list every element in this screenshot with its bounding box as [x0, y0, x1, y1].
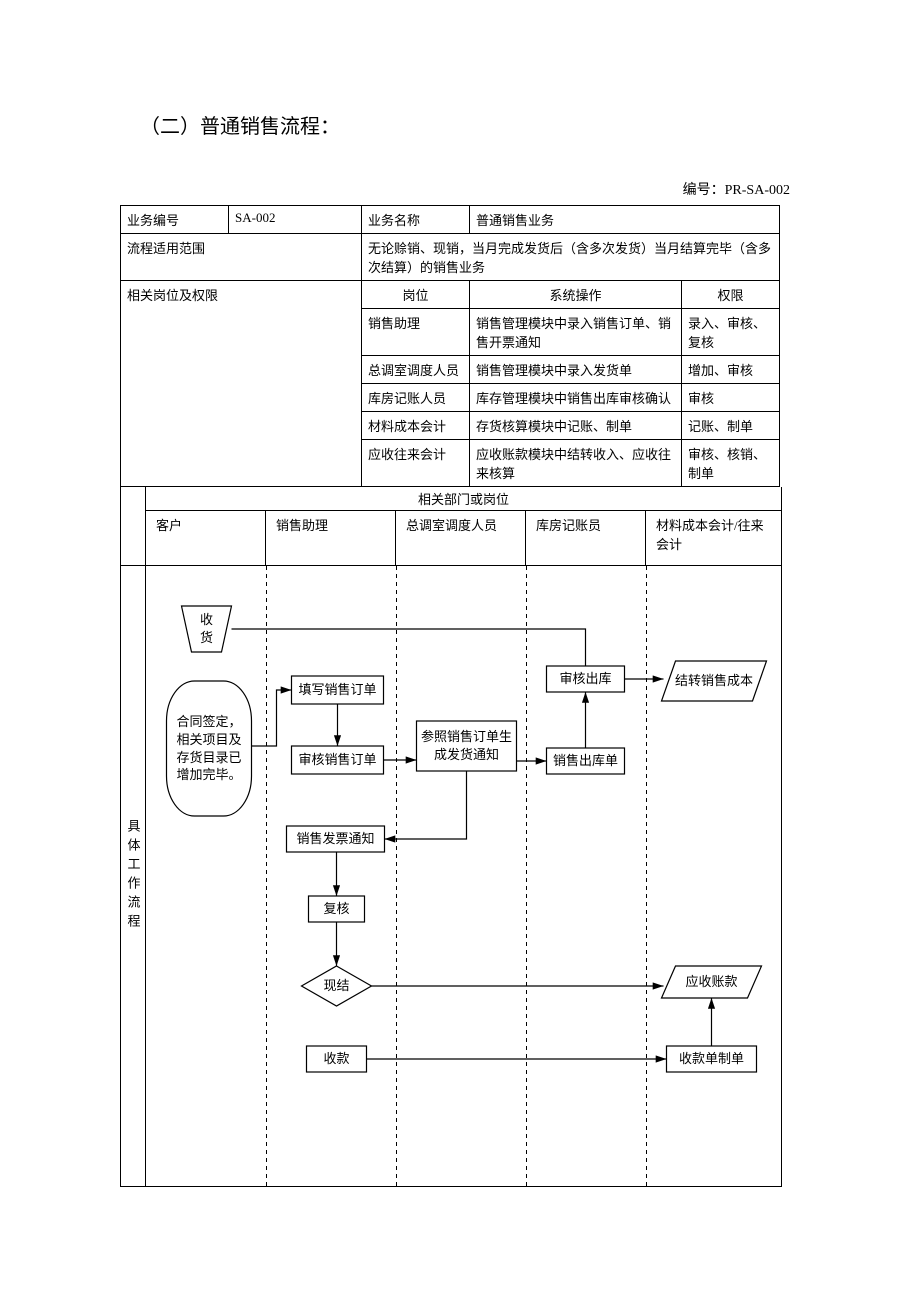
lane-head-warehouse: 库房记账员	[526, 511, 646, 565]
flow-node-receive: 收 货	[182, 606, 232, 652]
lane-head-sales: 销售助理	[266, 511, 396, 565]
flow-node-contract: 合同签定，相关项目及存货目录已增加完毕。	[167, 681, 252, 816]
flow-node-ship-notice: 参照销售订单生成发货通知	[417, 721, 517, 771]
biz-name-label: 业务名称	[362, 206, 470, 234]
section-title: （二）普通销售流程：	[140, 110, 800, 139]
perm-cell: 审核、核销、制单	[682, 440, 780, 487]
biz-name: 普通销售业务	[470, 206, 780, 234]
flow-node-cost: 结转销售成本	[662, 661, 767, 701]
lane-head-customer: 客户	[146, 511, 266, 565]
meta-table: 业务编号 SA-002 业务名称 普通销售业务 流程适用范围 无论赊销、现销，当…	[120, 205, 780, 487]
scope-label: 流程适用范围	[121, 234, 362, 281]
flow-node-settle: 现结	[302, 966, 372, 1006]
role-cell: 库房记账人员	[362, 384, 470, 412]
op-cell: 销售管理模块中录入发货单	[470, 356, 682, 384]
doc-id: 编号：PR-SA-002	[120, 179, 790, 199]
perm-cell: 录入、审核、复核	[682, 309, 780, 356]
role-cell: 应收往来会计	[362, 440, 470, 487]
col-role: 岗位	[362, 281, 470, 309]
flow-node-out-order: 销售出库单	[547, 748, 625, 774]
roles-label: 相关岗位及权限	[121, 281, 362, 487]
flow-node-invoice-notice: 销售发票通知	[287, 826, 385, 852]
lane-head-dispatch: 总调室调度人员	[396, 511, 526, 565]
lanes-title: 相关部门或岗位	[146, 487, 781, 511]
doc-id-value: PR-SA-002	[725, 183, 790, 198]
flow-container: 相关部门或岗位 客户 销售助理 总调室调度人员 库房记账员 材料成本会计/往来会…	[120, 487, 782, 1187]
scope-text: 无论赊销、现销，当月完成发货后（含多次发货）当月结算完毕（含多次结算）的销售业务	[362, 234, 780, 281]
vlabel: 具体工作流程	[121, 566, 146, 1186]
flow-node-receipt: 收款单制单	[667, 1046, 757, 1072]
role-cell: 销售助理	[362, 309, 470, 356]
flow-node-audit-order: 审核销售订单	[292, 746, 384, 774]
col-perm: 权限	[682, 281, 780, 309]
flow-node-ar: 应收账款	[662, 966, 762, 998]
col-op: 系统操作	[470, 281, 682, 309]
op-cell: 库存管理模块中销售出库审核确认	[470, 384, 682, 412]
perm-cell: 增加、审核	[682, 356, 780, 384]
perm-cell: 审核	[682, 384, 780, 412]
op-cell: 销售管理模块中录入销售订单、销售开票通知	[470, 309, 682, 356]
op-cell: 应收账款模块中结转收入、应收往来核算	[470, 440, 682, 487]
flow-node-fill-order: 填写销售订单	[292, 676, 384, 704]
flow-node-recheck: 复核	[309, 896, 365, 922]
biz-code: SA-002	[229, 206, 362, 234]
lane-head-accounting: 材料成本会计/往来会计	[646, 511, 774, 565]
flow-node-out-audit: 审核出库	[547, 666, 625, 692]
flow-node-collect: 收款	[307, 1046, 367, 1072]
perm-cell: 记账、制单	[682, 412, 780, 440]
role-cell: 材料成本会计	[362, 412, 470, 440]
flowchart: 收 货合同签定，相关项目及存货目录已增加完毕。 填写销售订单审核销售订单 参照销售订…	[146, 566, 781, 1186]
role-cell: 总调室调度人员	[362, 356, 470, 384]
biz-code-label: 业务编号	[121, 206, 229, 234]
doc-id-label: 编号：	[683, 183, 725, 198]
op-cell: 存货核算模块中记账、制单	[470, 412, 682, 440]
